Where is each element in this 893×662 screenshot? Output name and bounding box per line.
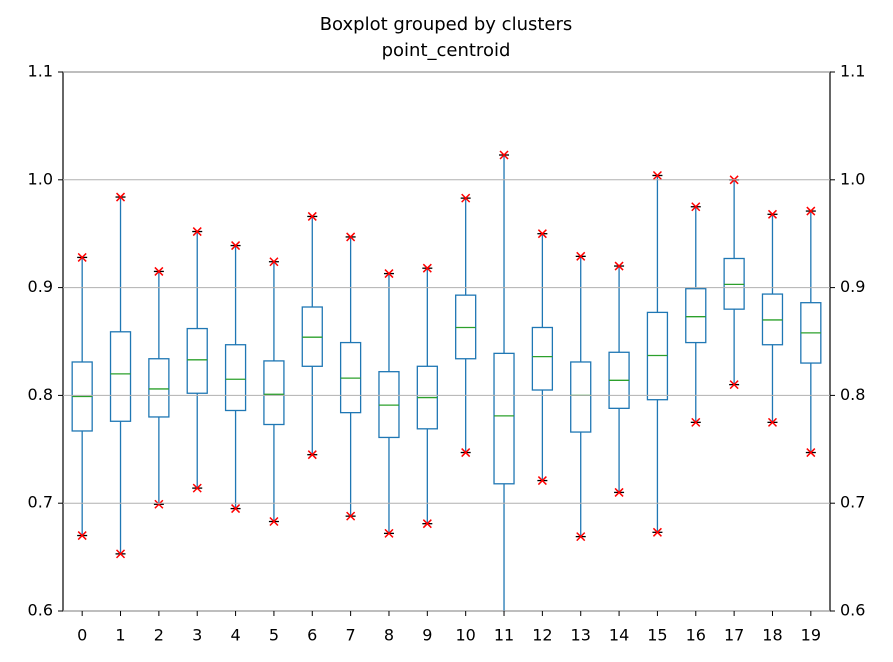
x-tick-label: 1 [115, 626, 125, 645]
axes-frame [62, 71, 831, 612]
extreme-marker [192, 227, 202, 237]
extreme-marker [614, 261, 624, 271]
extreme-marker [384, 269, 394, 279]
extreme-marker [652, 170, 662, 181]
x-tick-label: 7 [346, 626, 356, 645]
y-tick-label: 0.9 [28, 277, 53, 296]
extreme-marker [806, 206, 816, 216]
y-tick-label: 0.8 [28, 385, 53, 404]
x-tick-label: 6 [307, 626, 317, 645]
extreme-marker [77, 531, 87, 541]
x-tick-label: 16 [686, 626, 706, 645]
x-tick-label: 14 [609, 626, 629, 645]
box [109, 331, 132, 422]
y-tick-label: 0.7 [28, 493, 53, 512]
x-tick-label: 4 [230, 626, 240, 645]
extreme-marker [115, 192, 126, 202]
extreme-marker [346, 511, 356, 521]
extreme-marker [576, 251, 586, 261]
chart-subtitle: point_centroid [382, 40, 511, 61]
box [685, 288, 707, 344]
extreme-marker [269, 516, 279, 527]
box [570, 361, 592, 433]
extreme-marker [767, 417, 778, 427]
extreme-marker [537, 476, 547, 486]
extreme-marker [231, 504, 241, 514]
box [224, 344, 247, 412]
plot-area [71, 150, 822, 611]
x-tick-label: 12 [532, 626, 552, 645]
extreme-marker [154, 266, 164, 276]
extreme-marker [461, 193, 471, 203]
extreme-marker [154, 499, 164, 509]
x-tick-label: 2 [154, 626, 164, 645]
x-tick-label: 19 [801, 626, 821, 645]
y-tick-label: 0.6 [28, 601, 53, 620]
extreme-marker [499, 150, 509, 160]
y-tick-label: 1.0 [28, 169, 53, 188]
x-tick-label: 0 [77, 626, 87, 645]
y-tick-label: 1.1 [28, 62, 53, 81]
extreme-marker [346, 232, 356, 242]
extreme-marker [576, 532, 586, 542]
extreme-marker [652, 527, 662, 537]
x-tick-label: 3 [192, 626, 202, 645]
x-tick-label: 8 [384, 626, 394, 645]
y2-tick-label: 0.8 [840, 385, 865, 404]
extreme-marker [537, 229, 547, 239]
extreme-marker [307, 211, 317, 221]
chart-title: Boxplot grouped by clusters [320, 14, 573, 35]
extreme-marker [384, 528, 394, 538]
x-tick-label: 5 [269, 626, 279, 645]
extreme-marker [231, 241, 241, 251]
box [493, 352, 515, 485]
box [263, 360, 285, 426]
box [531, 326, 554, 391]
extreme-marker [269, 257, 279, 267]
box [186, 327, 208, 394]
y2-tick-label: 1.0 [840, 169, 865, 188]
x-tick-label: 18 [762, 626, 782, 645]
x-tick-label: 13 [571, 626, 591, 645]
extreme-marker [192, 483, 202, 493]
y2-tick-label: 0.9 [840, 277, 865, 296]
box [148, 358, 170, 418]
y2-tick-label: 0.6 [840, 601, 865, 620]
y2-tick-label: 0.7 [840, 493, 865, 512]
x-tick-label: 9 [422, 626, 432, 645]
extreme-marker [461, 448, 471, 458]
extreme-marker [767, 209, 778, 219]
extreme-marker [614, 487, 624, 497]
extreme-marker [691, 202, 701, 212]
extreme-marker [691, 417, 701, 427]
extreme-marker [422, 263, 432, 273]
extreme-marker [806, 448, 816, 458]
y2-tick-label: 1.1 [840, 62, 865, 81]
x-tick-label: 10 [455, 626, 475, 645]
x-tick-label: 11 [494, 626, 514, 645]
x-tick-label: 17 [724, 626, 744, 645]
extreme-marker [77, 252, 87, 262]
extreme-marker [115, 549, 126, 559]
extreme-marker [422, 519, 432, 529]
extreme-marker [307, 450, 317, 460]
extreme-marker [729, 380, 739, 390]
x-tick-label: 15 [647, 626, 667, 645]
